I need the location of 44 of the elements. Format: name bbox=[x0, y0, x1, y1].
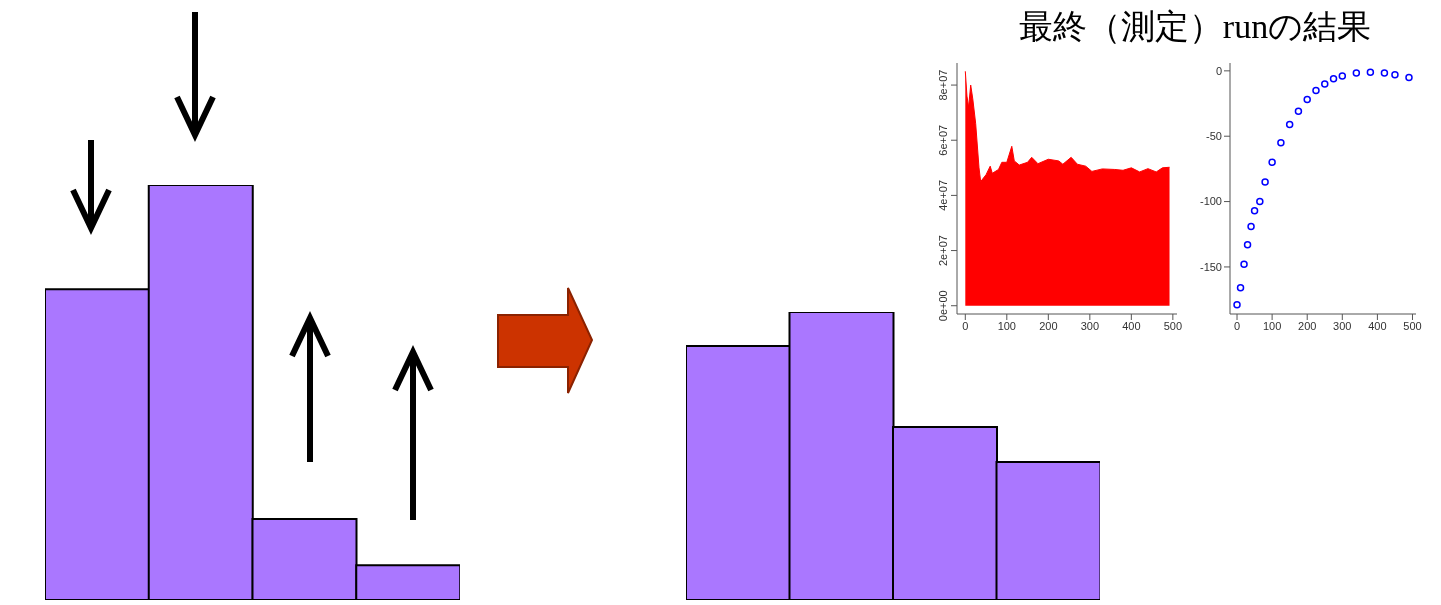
x-tick-label: 300 bbox=[1333, 319, 1352, 332]
point bbox=[1240, 260, 1248, 269]
point bbox=[1243, 240, 1252, 249]
point bbox=[1294, 107, 1303, 116]
point bbox=[1329, 74, 1338, 83]
x-tick-label: 200 bbox=[1298, 319, 1317, 332]
x-tick-label: 0 bbox=[962, 319, 969, 332]
point bbox=[1312, 86, 1320, 95]
point bbox=[1277, 138, 1285, 147]
point bbox=[1236, 284, 1245, 292]
y-tick-label: 0 bbox=[1215, 64, 1222, 77]
point bbox=[1247, 222, 1255, 231]
point bbox=[1380, 69, 1389, 77]
x-tick-label: 100 bbox=[997, 319, 1016, 332]
point bbox=[1303, 95, 1311, 104]
point bbox=[1285, 120, 1294, 129]
point bbox=[1391, 71, 1399, 79]
y-tick-label: 0e+00 bbox=[936, 290, 949, 322]
x-tick-label: 200 bbox=[1039, 319, 1058, 332]
point bbox=[1268, 158, 1276, 167]
point bbox=[1250, 206, 1259, 215]
y-tick-label: 6e+07 bbox=[936, 124, 949, 156]
x-tick-label: 500 bbox=[1403, 319, 1422, 332]
point bbox=[1405, 73, 1413, 82]
point bbox=[1321, 80, 1329, 88]
y-tick-label: -150 bbox=[1199, 260, 1222, 273]
y-tick-label: 8e+07 bbox=[936, 69, 949, 101]
point bbox=[1233, 301, 1241, 309]
point bbox=[1352, 69, 1361, 77]
point bbox=[1256, 197, 1264, 206]
point bbox=[1338, 72, 1347, 80]
x-tick-label: 100 bbox=[1262, 319, 1282, 332]
y-tick-label: -100 bbox=[1199, 195, 1222, 208]
x-tick-label: 500 bbox=[1163, 319, 1183, 332]
point bbox=[1366, 68, 1375, 76]
x-tick-label: 400 bbox=[1368, 319, 1387, 332]
chart-title: 最終（測定）runの結果 bbox=[1017, 7, 1373, 47]
x-tick-label: 300 bbox=[1080, 319, 1100, 332]
x-tick-label: 400 bbox=[1122, 319, 1141, 332]
y-tick-label: 4e+07 bbox=[936, 179, 949, 211]
point bbox=[1261, 178, 1269, 186]
y-tick-label: -50 bbox=[1206, 130, 1222, 143]
y-tick-label: 2e+07 bbox=[936, 235, 949, 267]
x-tick-label: 0 bbox=[1233, 319, 1241, 332]
